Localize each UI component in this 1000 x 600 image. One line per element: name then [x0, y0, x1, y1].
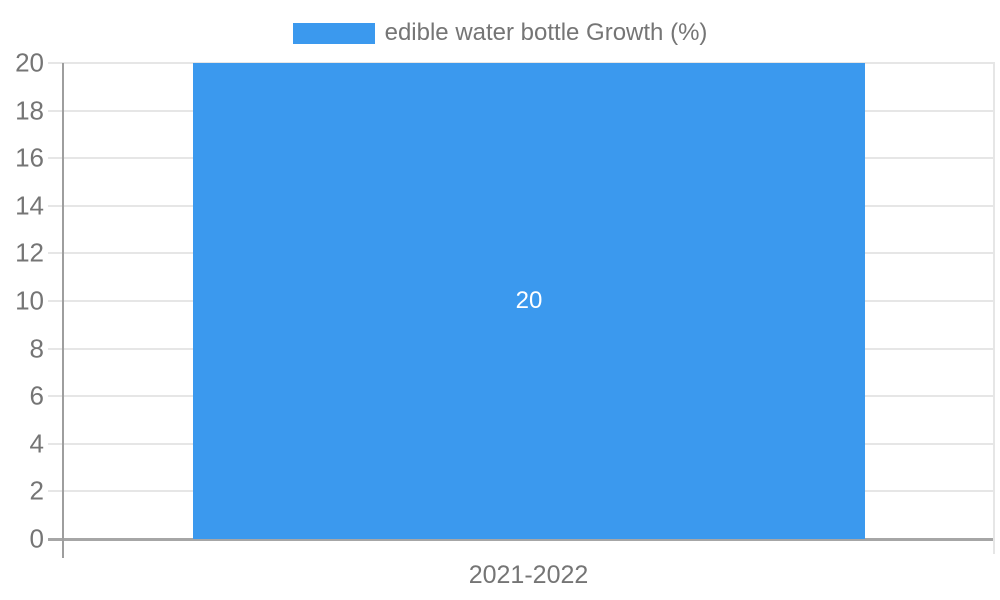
y-axis-tick-label: 16: [15, 142, 44, 173]
bar-value-label: 20: [515, 287, 543, 314]
y-axis-tick-label: 4: [29, 428, 44, 459]
y-axis-tick-label: 20: [15, 47, 44, 78]
y-axis-tick-label: 0: [29, 523, 44, 554]
y-axis-line: [62, 63, 64, 558]
legend-label: edible water bottle Growth (%): [384, 19, 708, 46]
y-axis-tick-label: 14: [15, 190, 44, 221]
y-axis-tick-label: 12: [15, 237, 44, 268]
legend-color-swatch: [292, 22, 375, 44]
y-axis-tick-label: 6: [29, 380, 44, 411]
x-axis-category-label: 2021-2022: [468, 561, 589, 589]
y-axis-tick-label: 8: [29, 333, 44, 364]
bar-2021-2022[interactable]: [193, 63, 865, 539]
plot-right-border: [993, 63, 995, 554]
x-axis-baseline: [48, 538, 995, 541]
y-axis-tick-label: 18: [15, 95, 44, 126]
chart-legend[interactable]: edible water bottle Growth (%): [0, 17, 1000, 49]
y-axis-tick-label: 10: [15, 285, 44, 316]
y-axis-tick-label: 2: [29, 475, 44, 506]
